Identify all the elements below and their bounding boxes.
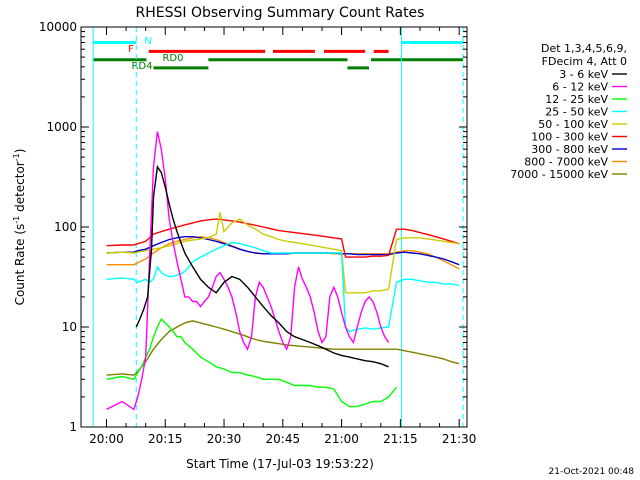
legend-entry-label: 3 - 6 keV [559, 68, 608, 81]
legend-entry-label: 12 - 25 keV [545, 93, 608, 106]
generation-timestamp: 21-Oct-2021 00:48 [549, 467, 635, 477]
chart-title: RHESSI Observing Summary Count Rates [136, 5, 425, 21]
series-lines [106, 131, 460, 411]
flag-label-n: N [144, 36, 151, 47]
observing-flags: NF RD0 RD4 [93, 36, 464, 72]
series-line-7000-15000-kev [106, 320, 460, 376]
x-tick-label: 21:30 [442, 432, 477, 446]
y-tick-label: 10 [62, 320, 77, 334]
series-line-12-25-kev [106, 317, 398, 408]
y-tick-label: 100 [54, 220, 77, 234]
x-axis: 20:00 20:15 20:30 20:45 21:00 21:15 21:30 [89, 27, 476, 446]
legend: Det 1,3,4,5,6,9, FDecim 4, Att 0 3 - 6 k… [510, 42, 627, 181]
plot-frame [80, 26, 468, 428]
legend-entry-label: 25 - 50 keV [545, 106, 608, 119]
x-tick-label: 20:00 [89, 432, 124, 446]
series-line-50-100-kev [106, 212, 460, 294]
x-axis-label: Start Time (17-Jul-03 19:53:22) [186, 457, 374, 471]
flag-label-rd4: RD4 [131, 61, 152, 72]
legend-header-line-1: Det 1,3,4,5,6,9, [541, 42, 627, 55]
legend-entry-label: 800 - 7000 keV [524, 156, 608, 169]
y-axis: 1 10 100 1000 10000 [39, 20, 467, 434]
flag-label-rd0: RD0 [162, 53, 183, 64]
flag-label-f: F [128, 44, 134, 55]
x-tick-label: 21:00 [324, 432, 359, 446]
x-tick-label: 21:15 [383, 432, 418, 446]
y-tick-label: 1 [69, 420, 77, 434]
cyan-boundary-lines [92, 27, 464, 427]
series-line-100-300-kev [106, 218, 460, 258]
legend-entry-label: 100 - 300 keV [531, 131, 608, 144]
y-tick-label: 1000 [46, 120, 77, 134]
y-axis-label: Count Rate (s-1 detector-1) [12, 149, 27, 306]
legend-entry-label: 6 - 12 keV [552, 81, 608, 94]
x-tick-label: 20:30 [207, 432, 242, 446]
legend-entry-label: 7000 - 15000 keV [510, 168, 608, 181]
x-tick-label: 20:45 [266, 432, 301, 446]
series-line-3-6-kev [135, 164, 389, 368]
x-tick-label: 20:15 [148, 432, 183, 446]
legend-entry-label: 50 - 100 keV [538, 118, 608, 131]
series-line-25-50-kev [106, 241, 460, 333]
legend-header-line-2: FDecim 4, Att 0 [542, 55, 627, 68]
legend-entry-label: 300 - 800 keV [531, 143, 608, 156]
y-tick-label: 10000 [39, 20, 77, 34]
series-line-6-12-kev [106, 131, 390, 411]
